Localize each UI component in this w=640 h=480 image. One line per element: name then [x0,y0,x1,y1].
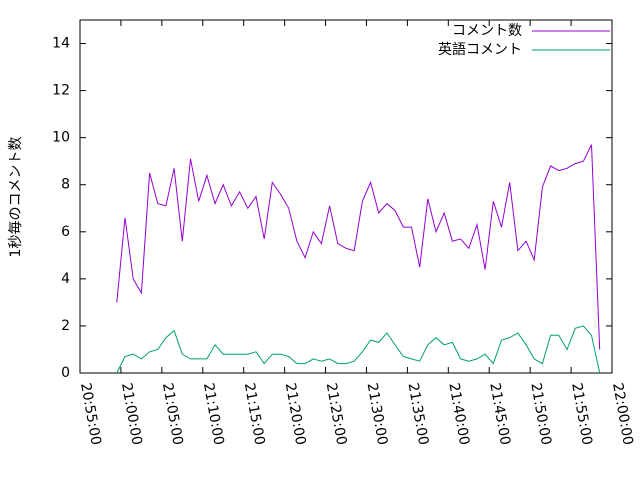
x-tick-label: 21:40:00 [445,382,472,447]
x-tick-label: 21:50:00 [527,382,554,447]
x-tick-label: 21:20:00 [282,382,309,447]
x-tick-label: 21:05:00 [159,382,186,447]
y-tick-label: 2 [61,318,70,334]
x-tick-label: 21:45:00 [486,382,513,447]
y-axis-label: 1秒毎のコメント数 [8,137,24,258]
y-tick-label: 10 [52,130,70,146]
legend-label: コメント数 [452,23,522,39]
y-tick-label: 12 [52,83,70,99]
y-tick-label: 4 [61,271,70,287]
legend-label: 英語コメント [438,41,522,58]
x-tick-label: 21:55:00 [568,382,595,447]
y-tick-label: 0 [61,365,70,381]
x-tick-label: 21:35:00 [405,382,432,447]
x-tick-label: 21:15:00 [241,382,268,447]
x-tick-label: 21:10:00 [200,382,227,447]
y-tick-label: 8 [61,177,70,193]
y-tick-label: 6 [61,224,70,240]
x-tick-label: 22:00:00 [609,382,636,447]
y-tick-label: 14 [52,36,70,52]
series-line [116,144,601,350]
x-tick-label: 21:25:00 [323,382,350,447]
plot-border [79,19,613,374]
x-tick-label: 21:30:00 [364,382,391,447]
x-tick-label: 20:55:00 [77,382,104,447]
x-tick-label: 21:00:00 [118,382,145,447]
series-line [116,325,601,374]
